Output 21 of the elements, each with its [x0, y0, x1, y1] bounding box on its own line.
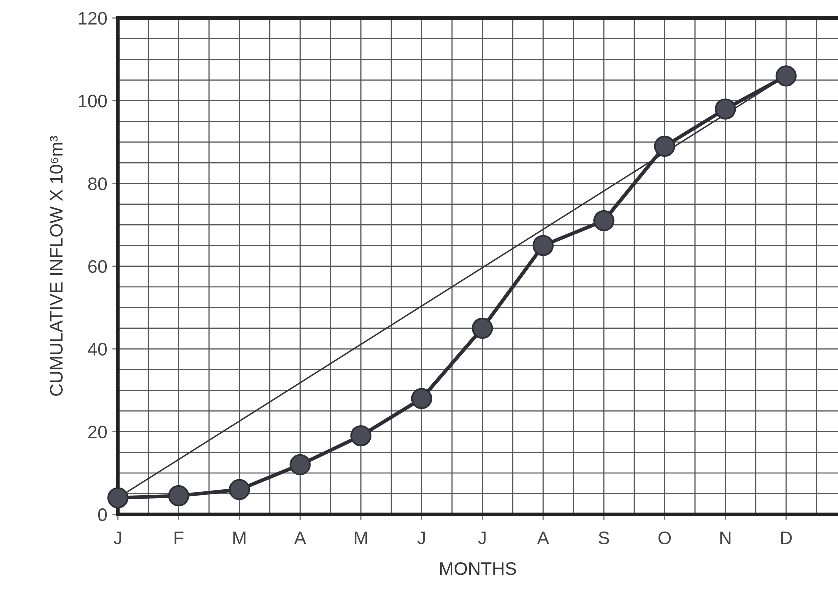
x-tick-label: O — [658, 532, 672, 545]
x-tick-label: J — [478, 532, 486, 545]
x-tick-label: S — [598, 532, 610, 545]
y-tick-label: 80 — [88, 178, 108, 190]
y-tick-label: 100 — [78, 94, 108, 108]
y-tick-label: 60 — [88, 260, 108, 274]
y-axis-title: CUMULATIVE INFLOW X 10⁶m³ — [50, 136, 63, 396]
y-tick-label: 40 — [88, 343, 108, 356]
x-tick-label: F — [174, 532, 184, 544]
y-tick-label: 120 — [78, 12, 108, 25]
y-tick-label: 0 — [98, 508, 108, 522]
x-tick-label: A — [537, 532, 550, 544]
x-tick-label: D — [781, 532, 792, 544]
x-tick-label: J — [418, 532, 426, 545]
x-tick-label: M — [234, 532, 246, 544]
x-tick-label: A — [294, 532, 306, 544]
x-tick-label: N — [720, 532, 731, 544]
x-axis-title: MONTHS — [440, 562, 516, 576]
x-tick-label: J — [114, 532, 122, 545]
y-tick-label: 20 — [88, 426, 108, 439]
x-tick-label: M — [355, 532, 368, 544]
